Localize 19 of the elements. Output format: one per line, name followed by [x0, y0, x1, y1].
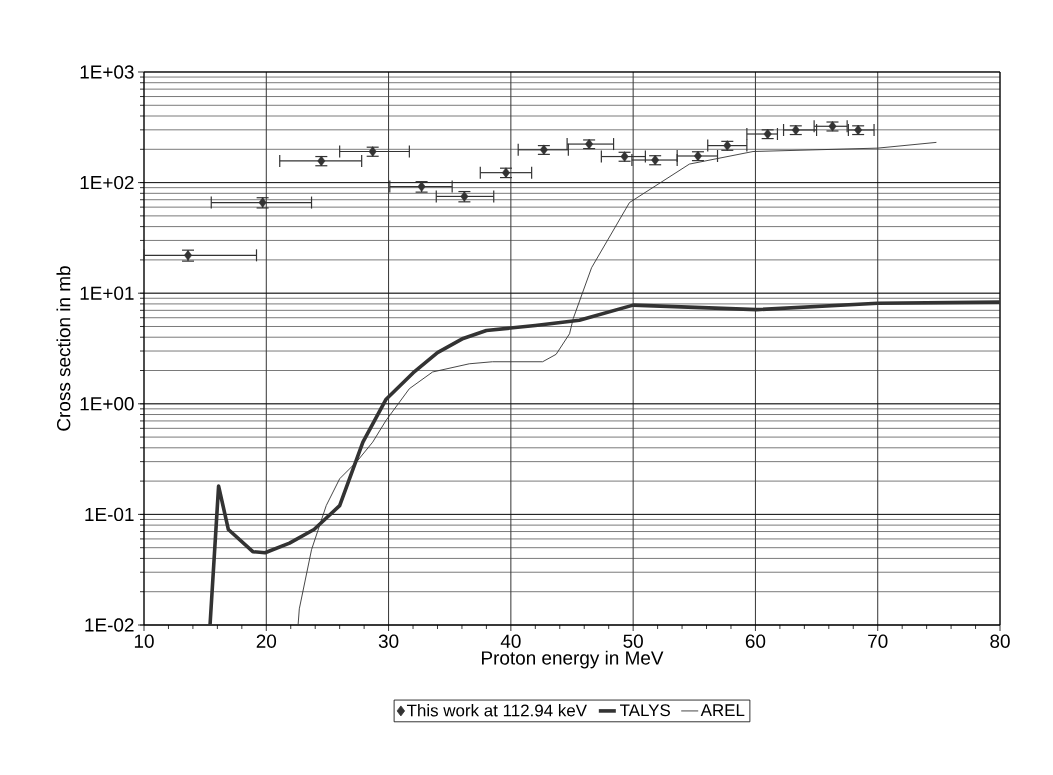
y-axis-title: Cross section in mb: [56, 266, 71, 431]
x-tick-label: 10: [134, 634, 154, 648]
legend-label: This work at 112.94 keV: [406, 704, 587, 717]
legend-label: TALYS: [620, 704, 670, 717]
x-tick-label: 40: [500, 634, 521, 648]
x-tick-label: 30: [378, 634, 399, 648]
x-tick-label: 80: [990, 634, 1010, 648]
y-tick-label: 1E+00: [80, 397, 134, 411]
y-tick-label: 1E-02: [85, 618, 134, 632]
x-tick-label: 20: [256, 634, 277, 648]
y-tick-label: 1E+02: [80, 175, 134, 190]
y-tick-label: 1E-01: [85, 507, 134, 522]
x-tick-label: 60: [745, 634, 766, 648]
y-tick-label: 1E+03: [80, 65, 134, 79]
y-tick-label: 1E+01: [80, 286, 134, 300]
legend-label: AREL: [700, 704, 745, 716]
x-tick-label: 50: [623, 634, 643, 648]
x-tick-label: 70: [868, 634, 888, 648]
x-axis-title: Proton energy in MeV: [482, 650, 664, 669]
